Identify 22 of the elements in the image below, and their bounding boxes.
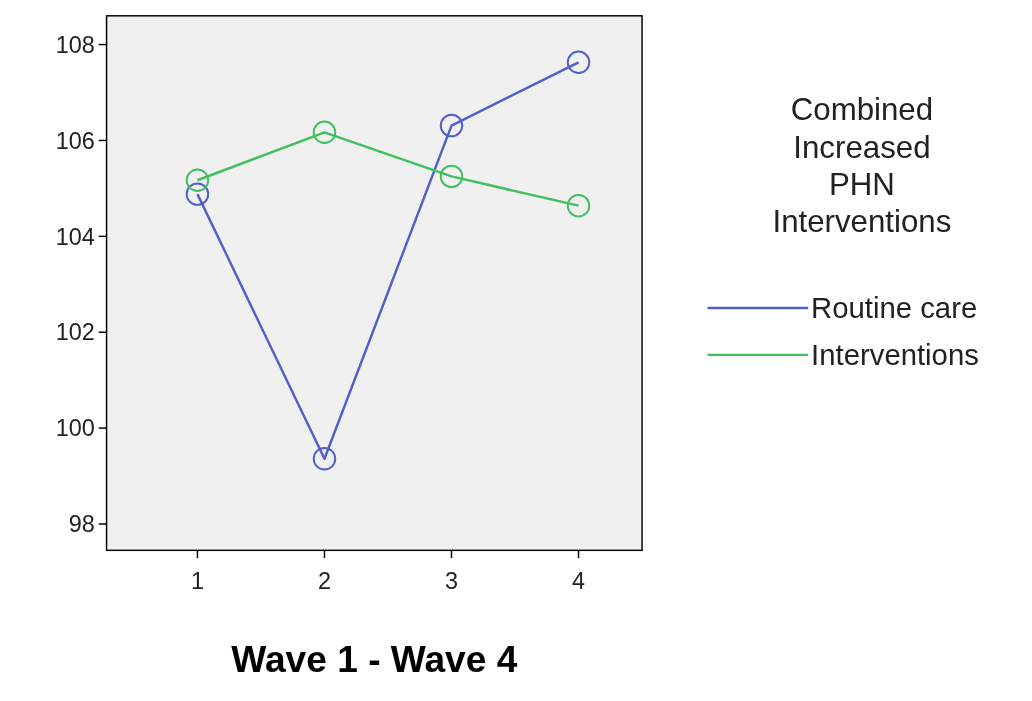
point [312, 447, 337, 471]
point [185, 182, 210, 206]
legend-label: Routine care [811, 291, 978, 325]
y-tick-label: 98 [68, 511, 95, 538]
point [439, 113, 464, 138]
x-axis-title: Wave 1 - Wave 4 [231, 638, 518, 681]
legend-title: Combined Increased PHN Interventions [772, 92, 952, 239]
point [185, 168, 210, 192]
y-tick-label: 104 [55, 223, 95, 250]
x-tick-label: 3 [444, 568, 459, 595]
x-tick-label: 1 [190, 568, 204, 595]
point [312, 120, 337, 145]
y-tick-label: 108 [55, 31, 95, 58]
point [566, 50, 591, 75]
x-tick-label: 4 [572, 568, 586, 595]
x-tick-label: 2 [317, 568, 331, 595]
y-tick-label: 100 [55, 415, 95, 442]
y-tick-label: 106 [55, 127, 95, 154]
point [566, 193, 591, 218]
point [439, 164, 464, 189]
legend-label: Interventions [811, 338, 979, 372]
y-tick-label: 102 [55, 319, 95, 346]
